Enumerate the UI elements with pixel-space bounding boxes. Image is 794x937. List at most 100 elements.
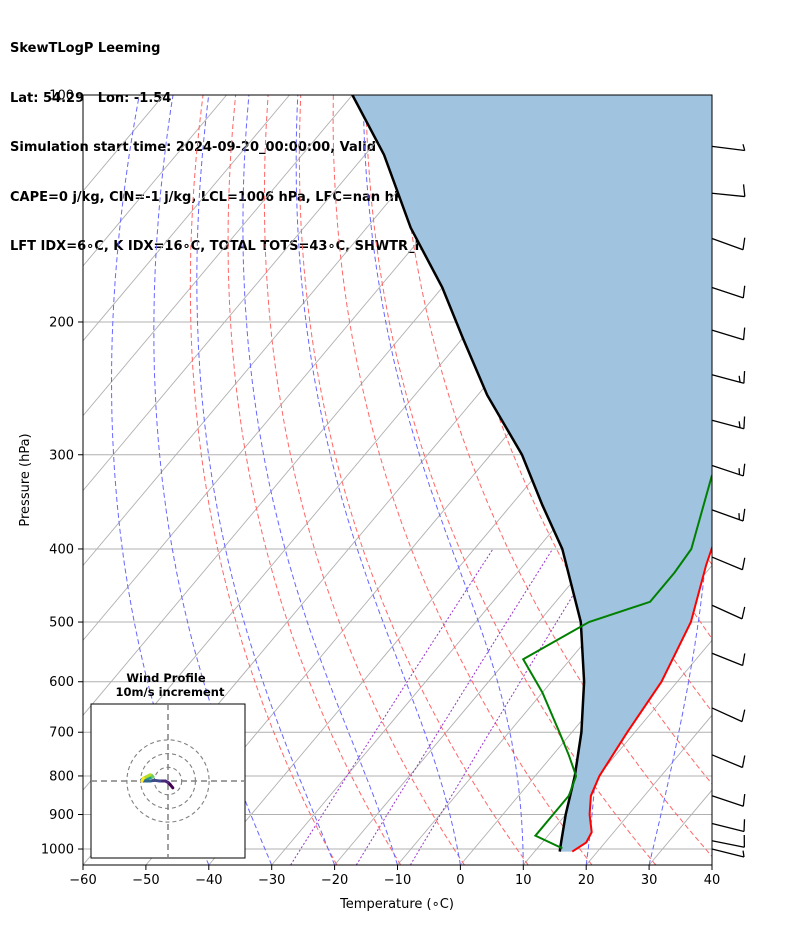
- barb-flag: [742, 463, 746, 477]
- barb-staff: [711, 145, 745, 152]
- barb-staff: [711, 464, 744, 477]
- isotherm-line: [397, 489, 712, 865]
- barb-staff: [711, 237, 744, 251]
- barb-flag: [742, 327, 746, 340]
- dry-adiabat: [298, 95, 529, 865]
- barb-staff: [711, 374, 745, 384]
- moist-adiabat: [196, 95, 336, 865]
- barb-staff: [711, 192, 745, 198]
- barb-flag: [742, 184, 746, 197]
- hodograph-segment: [140, 776, 145, 783]
- y-tick-label: 200: [49, 315, 74, 330]
- x-tick-label: 30: [641, 873, 658, 888]
- x-tick-label: 0: [456, 873, 464, 888]
- mixing-ratio-line: [290, 548, 494, 865]
- barb-staff: [711, 509, 744, 522]
- x-tick-label: 20: [578, 873, 595, 888]
- barb-staff: [711, 604, 743, 620]
- barb-staff: [711, 329, 744, 341]
- wind-barb: [711, 793, 746, 807]
- mixing-ratio-line: [409, 548, 602, 865]
- wind-barb: [711, 285, 746, 299]
- dry-adiabat: [332, 95, 593, 865]
- y-tick-label: 400: [49, 542, 74, 557]
- isotherm-line: [83, 95, 416, 492]
- dry-adiabat: [227, 95, 402, 865]
- x-tick-label: −30: [258, 873, 285, 888]
- isotherm-line: [83, 95, 290, 342]
- axes: −60 −50 −40 −30 −20 −10 0 10 20 30 40 100 200 300 400 5…: [41, 89, 720, 889]
- dry-adiabat: [365, 95, 657, 865]
- moist-adiabat: [242, 95, 398, 865]
- barb-staff: [711, 286, 744, 299]
- barb-flag: [741, 755, 746, 768]
- parcel-line: [351, 95, 586, 852]
- barb-staff: [711, 652, 743, 667]
- x-tick-label: −20: [321, 873, 348, 888]
- x-tick-label: −50: [132, 873, 159, 888]
- x-tick-label: −40: [195, 873, 222, 888]
- isotherm-line: [585, 714, 712, 865]
- isotherm-line: [83, 95, 227, 267]
- barb-staff: [711, 795, 744, 807]
- wind-barb: [711, 144, 746, 152]
- inset-title: Wind Profile: [126, 671, 206, 685]
- barb-flag: [742, 144, 746, 151]
- wind-barb: [711, 416, 746, 430]
- isotherm-line: [460, 564, 712, 865]
- barb-staff: [711, 822, 745, 833]
- isotherm-line: [522, 639, 712, 865]
- barb-flag: [741, 653, 746, 666]
- dry-adiabat: [463, 95, 712, 713]
- moist-adiabat: [153, 95, 273, 865]
- y-tick-label: 700: [49, 726, 74, 741]
- wind-barb: [711, 652, 746, 667]
- barb-staff: [711, 840, 745, 848]
- x-axis-label: Temperature (∘C): [339, 897, 454, 912]
- location-line: Lat: 54.29 Lon: -1.54: [10, 90, 172, 106]
- barb-flag: [738, 421, 741, 428]
- isotherm-line: [711, 864, 712, 865]
- barb-staff: [711, 848, 745, 858]
- barb-flag: [742, 237, 746, 250]
- wind-barb: [711, 237, 746, 251]
- wind-barb: [711, 184, 746, 198]
- barb-staff: [711, 556, 743, 571]
- wind-barb: [711, 327, 746, 341]
- wind-barb: [711, 754, 746, 769]
- chart-title: SkewTLogP Leeming: [10, 41, 161, 56]
- wind-barb: [711, 604, 746, 620]
- wind-barb: [711, 556, 746, 571]
- wind-barb: [711, 819, 746, 833]
- dewpoint-line: [521, 473, 712, 850]
- barb-staff: [711, 754, 743, 769]
- y-tick-label: 1000: [41, 843, 74, 858]
- barb-flag: [741, 557, 746, 570]
- barb-flag: [742, 285, 746, 298]
- profile-lines: [351, 95, 712, 853]
- instability-fill: [352, 95, 712, 852]
- barb-staff: [711, 419, 745, 430]
- y-axis-label: Pressure (hPa): [18, 433, 33, 526]
- wind-barb: [711, 848, 745, 858]
- dry-adiabat: [189, 95, 338, 865]
- wind-barb: [711, 508, 746, 522]
- x-tick-label: 40: [704, 873, 721, 888]
- inset-subtitle: 10m/s increment: [116, 685, 225, 699]
- moist-adiabat: [711, 863, 712, 865]
- y-tick-label: 100: [49, 89, 74, 104]
- wind-barb: [711, 371, 746, 384]
- barb-flag: [743, 416, 746, 429]
- barb-flag: [742, 793, 746, 807]
- barb-flag: [741, 606, 746, 620]
- barb-flag: [741, 709, 746, 722]
- wind-barbs: [711, 144, 746, 858]
- mixing-ratio-line: [355, 548, 554, 865]
- parcel-temperature-fill: [352, 95, 712, 852]
- y-tick-label: 300: [49, 448, 74, 463]
- isotherm-line: [83, 95, 353, 417]
- temperature-line: [571, 544, 712, 853]
- x-tick-label: −10: [384, 873, 411, 888]
- isotherm-line: [83, 95, 479, 567]
